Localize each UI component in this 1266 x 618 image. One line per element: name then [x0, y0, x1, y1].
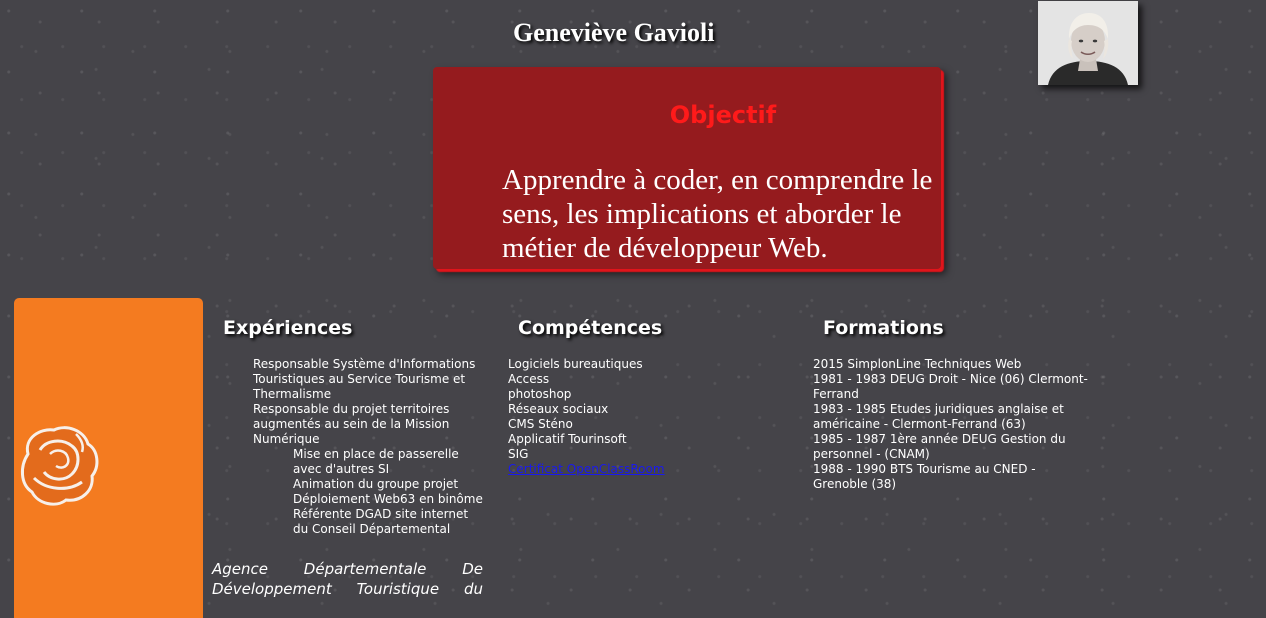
sidebar [14, 298, 203, 618]
list-item: Access [508, 372, 550, 386]
list-item: 1985 - 1987 1ère année DEUG Gestion du p… [813, 432, 1066, 461]
list-item: Animation du groupe projet [293, 477, 459, 491]
list-item: Réseaux sociaux [508, 402, 609, 416]
list-item: Responsable Système d'Informations Touri… [253, 357, 476, 401]
experiences-sublist: Mise en place de passerelle avec d'autre… [253, 447, 483, 537]
certificate-link[interactable]: Certificat OpenClassRoom [508, 462, 665, 476]
list-item: Mise en place de passerelle avec d'autre… [293, 447, 459, 476]
list-item: Responsable du projet territoires augmen… [253, 402, 483, 537]
formations-list: 2015 SimplonLine Techniques Web 1981 - 1… [813, 357, 1093, 492]
list-item: Déploiement Web63 en binôme [293, 492, 483, 506]
list-item: Référente DGAD site internet du Conseil … [293, 507, 469, 536]
list-item: Logiciels bureautiques [508, 357, 643, 371]
list-item: SIG [508, 447, 529, 461]
list-item: 1981 - 1983 DEUG Droit - Nice (06) Clerm… [813, 372, 1088, 401]
list-item-label: Responsable du projet territoires augmen… [253, 402, 450, 446]
list-item: Certificat OpenClassRoom [508, 462, 748, 477]
page-title: Geneviève Gavioli [513, 18, 715, 47]
formations-heading: Formations [823, 317, 944, 339]
list-item: CMS Sténo [508, 417, 573, 431]
portrait-image [1038, 1, 1138, 85]
list-item: 1983 - 1985 Etudes juridiques anglaise e… [813, 402, 1064, 431]
experiences-list: Responsable Système d'Informations Touri… [253, 357, 483, 537]
competences-list: Logiciels bureautiques Access photoshop … [508, 357, 748, 477]
profile-photo [1038, 1, 1138, 85]
list-item: Applicatif Tourinsoft [508, 432, 627, 446]
list-item: photoshop [508, 387, 572, 401]
objective-text: Apprendre à coder, en comprendre le sens… [502, 164, 933, 264]
objective-box: Objectif Apprendre à coder, en comprendr… [433, 67, 941, 269]
rose-logo-icon [21, 426, 99, 506]
list-item: 2015 SimplonLine Techniques Web [813, 357, 1022, 371]
list-item: 1988 - 1990 BTS Tourisme au CNED - Greno… [813, 462, 1036, 491]
agency-text: Agence Départementale De Développement T… [212, 560, 483, 598]
objective-title: Objectif [669, 101, 777, 129]
experiences-heading: Expériences [223, 317, 353, 339]
competences-heading: Compétences [518, 317, 663, 339]
